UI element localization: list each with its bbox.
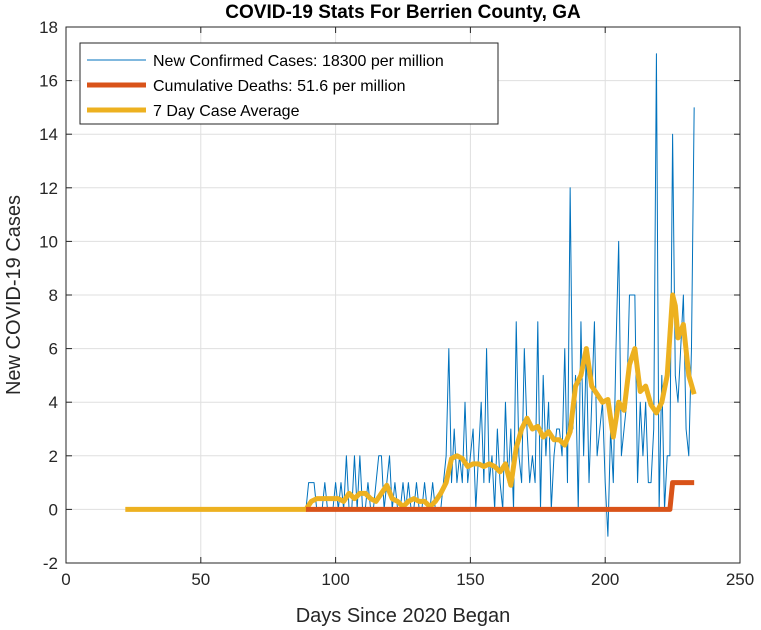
y-tick-label: 8 — [49, 286, 58, 305]
x-axis-label: Days Since 2020 Began — [296, 605, 511, 627]
y-tick-label: 18 — [39, 18, 58, 37]
y-axis-label: New COVID-19 Cases — [3, 195, 25, 395]
x-tick-label: 50 — [191, 570, 210, 589]
x-tick-label: 0 — [61, 570, 70, 589]
legend-box — [79, 42, 499, 125]
y-tick-label: 0 — [49, 500, 58, 519]
y-tick-label: -2 — [43, 554, 58, 573]
x-tick-label: 100 — [321, 570, 349, 589]
y-tick-label: 6 — [49, 340, 58, 359]
y-tick-label: 4 — [49, 393, 58, 412]
legend-label-7day-avg: 7 Day Case Average — [153, 103, 300, 120]
x-tick-label: 250 — [726, 570, 754, 589]
y-tick-label: 12 — [39, 179, 58, 198]
legend: New Confirmed Cases: 18300 per million C… — [79, 42, 499, 125]
x-tick-label: 200 — [591, 570, 619, 589]
series-layer — [125, 53, 697, 537]
y-tick-label: 2 — [49, 447, 58, 466]
y-tick-label: 14 — [39, 125, 58, 144]
y-tick-label: 10 — [39, 232, 58, 251]
legend-label-new-cases: New Confirmed Cases: 18300 per million — [153, 53, 444, 70]
y-tick-label: 16 — [39, 72, 58, 91]
series-7day-case-average — [125, 292, 697, 512]
series-cumulative-deaths — [305, 480, 695, 512]
chart-title: COVID-19 Stats For Berrien County, GA — [225, 2, 581, 23]
x-tick-label: 150 — [456, 570, 484, 589]
legend-label-deaths: Cumulative Deaths: 51.6 per million — [153, 78, 406, 95]
